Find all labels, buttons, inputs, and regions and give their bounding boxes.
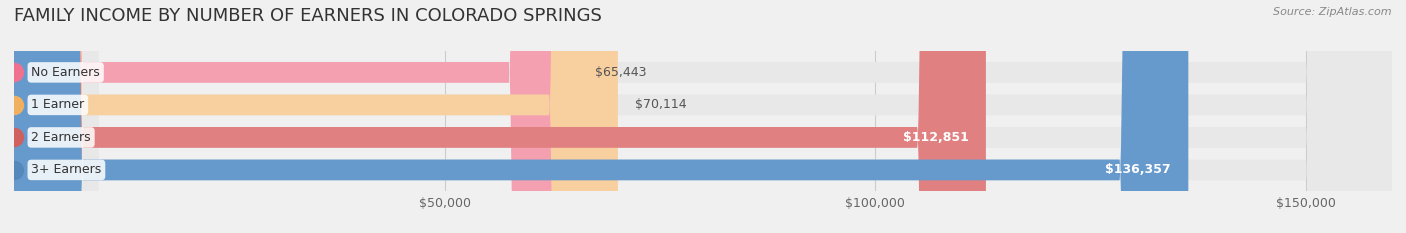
Text: $112,851: $112,851 (903, 131, 969, 144)
FancyBboxPatch shape (14, 0, 1392, 233)
Text: Source: ZipAtlas.com: Source: ZipAtlas.com (1274, 7, 1392, 17)
FancyBboxPatch shape (14, 0, 1188, 233)
Text: 2 Earners: 2 Earners (31, 131, 91, 144)
Text: $70,114: $70,114 (636, 98, 686, 111)
FancyBboxPatch shape (14, 0, 1392, 233)
FancyBboxPatch shape (14, 0, 986, 233)
FancyBboxPatch shape (14, 0, 1392, 233)
Text: No Earners: No Earners (31, 66, 100, 79)
FancyBboxPatch shape (14, 0, 1392, 233)
FancyBboxPatch shape (14, 0, 578, 233)
Text: 3+ Earners: 3+ Earners (31, 163, 101, 176)
Text: 1 Earner: 1 Earner (31, 98, 84, 111)
Text: $65,443: $65,443 (595, 66, 647, 79)
Text: $136,357: $136,357 (1105, 163, 1171, 176)
Text: FAMILY INCOME BY NUMBER OF EARNERS IN COLORADO SPRINGS: FAMILY INCOME BY NUMBER OF EARNERS IN CO… (14, 7, 602, 25)
FancyBboxPatch shape (14, 0, 617, 233)
